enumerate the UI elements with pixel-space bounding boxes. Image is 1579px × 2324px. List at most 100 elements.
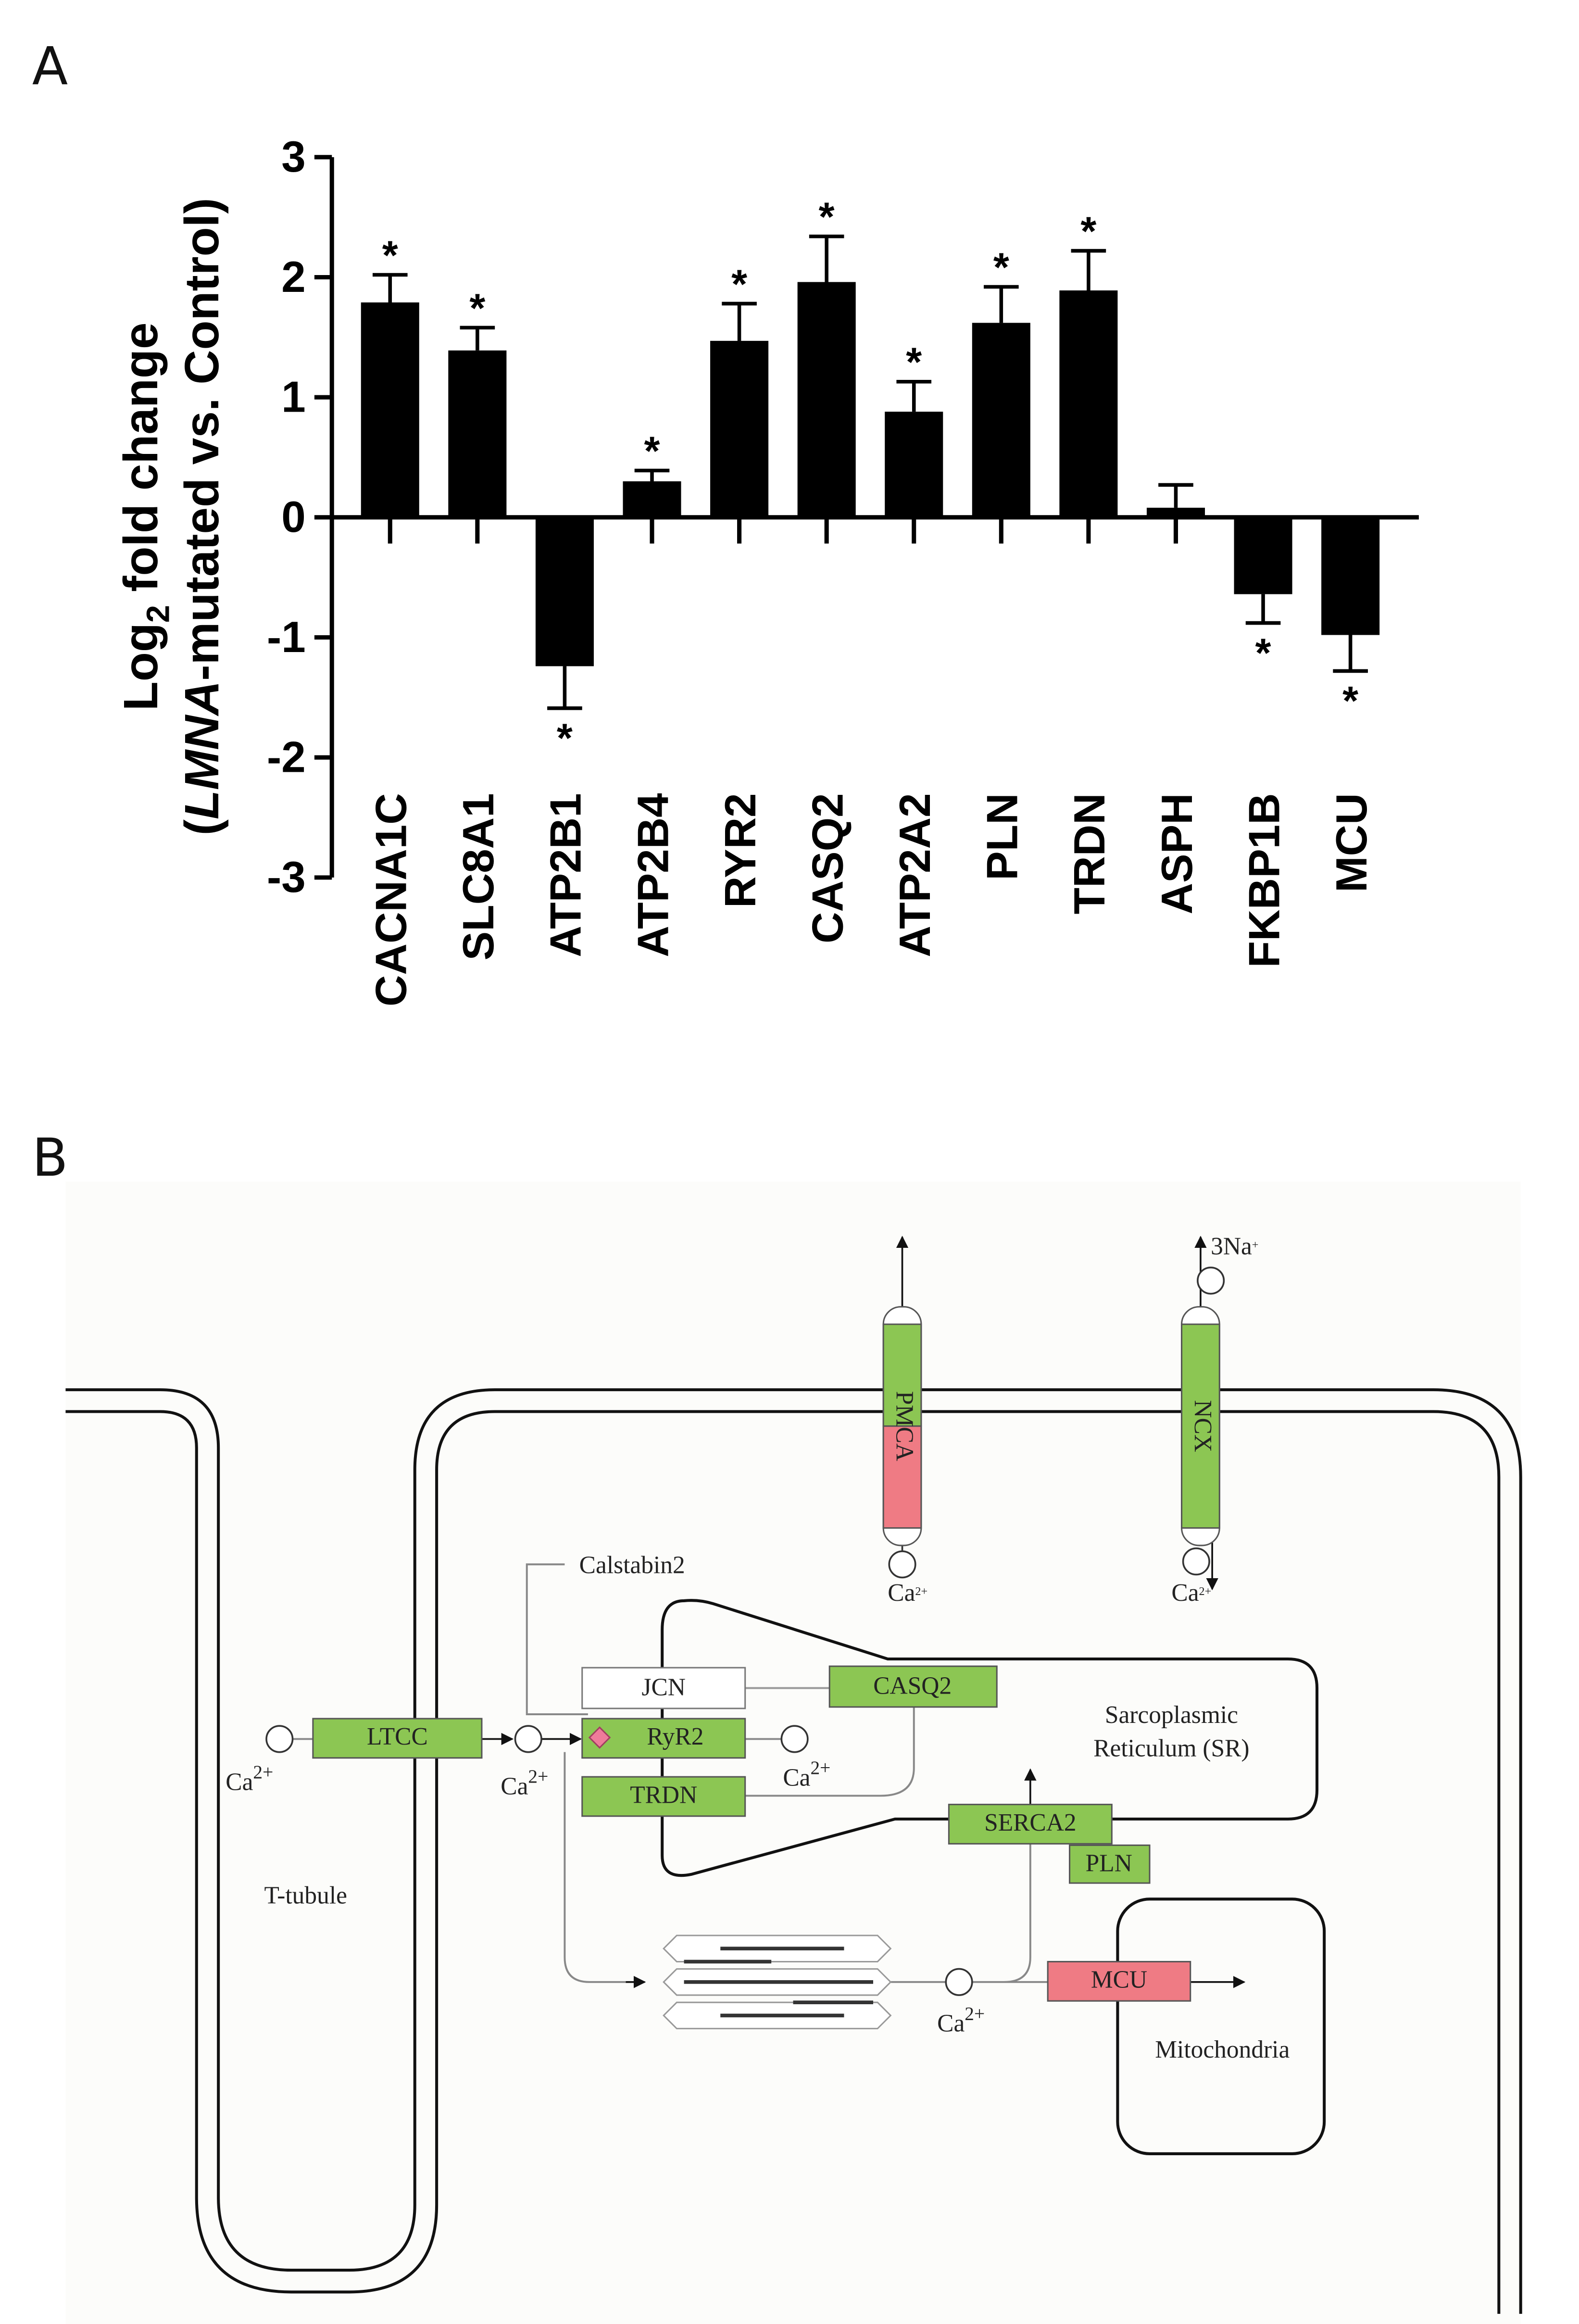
protein-label: TRDN <box>630 1781 697 1809</box>
connector <box>745 1707 915 1797</box>
y-axis-title-part: -mutated vs. Control) <box>175 198 229 680</box>
significance-mark: * <box>731 261 747 306</box>
compartment-label: T-tubule <box>264 1882 347 1909</box>
y-tick-label: -3 <box>267 853 306 902</box>
ion-base: 3Na <box>1211 1233 1252 1260</box>
ltcc <box>312 1718 483 1759</box>
protein-label: SERCA2 <box>984 1809 1077 1836</box>
protein-label: JCN <box>641 1673 685 1701</box>
compartment-label: Sarcoplasmic <box>1105 1701 1238 1729</box>
jcn <box>581 1667 746 1709</box>
y-axis-title-italic: LMNA <box>175 681 229 819</box>
x-tick-label: ASPH <box>1153 793 1202 914</box>
ion <box>780 1725 809 1753</box>
significance-mark: * <box>993 244 1009 289</box>
membrane <box>65 1410 1501 2314</box>
ion-label: Ca2+ <box>937 2003 985 2037</box>
x-tick-label: SLC8A1 <box>454 793 503 960</box>
bar <box>623 481 681 517</box>
y-tick-label: -2 <box>267 733 306 781</box>
pmca <box>882 1323 922 1427</box>
x-tick-label: FKBP1B <box>1240 793 1289 967</box>
ion-charge: 2+ <box>965 2003 985 2024</box>
bar <box>1234 517 1292 594</box>
x-tick-label: ATP2A2 <box>891 793 940 957</box>
x-tick-label: PLN <box>978 793 1027 880</box>
significance-mark: * <box>1080 208 1096 253</box>
bar <box>710 340 769 517</box>
membrane <box>65 1388 1522 2314</box>
panel-label: A <box>32 36 68 97</box>
significance-mark: * <box>906 339 922 385</box>
connector <box>526 1563 588 1715</box>
compartment-label: Reticulum (SR) <box>1093 1735 1249 1762</box>
bar <box>535 517 594 666</box>
trdn <box>581 1776 746 1817</box>
bar <box>797 282 856 517</box>
ryr2-site <box>588 1726 611 1749</box>
ion-label: 3Na+ <box>1211 1233 1258 1260</box>
compartment-label: Mitochondria <box>1155 2036 1290 2063</box>
significance-mark: * <box>1342 678 1358 723</box>
ion-charge: 2+ <box>811 1757 831 1778</box>
ion-base: Ca <box>888 1579 915 1607</box>
ion-base: Ca <box>783 1764 810 1791</box>
y-tick-label: 2 <box>281 253 305 301</box>
protein-label: RyR2 <box>647 1723 703 1750</box>
ncx <box>1181 1323 1220 1529</box>
bar <box>361 302 419 517</box>
y-axis-title: Log2 fold change <box>114 323 176 711</box>
x-tick-label: MCU <box>1328 793 1376 892</box>
bar <box>1321 517 1380 635</box>
y-axis-title-part: Log <box>114 623 168 711</box>
x-tick-label: RYR2 <box>716 793 765 908</box>
x-tick-label: CASQ2 <box>803 793 852 943</box>
myofilament <box>663 1935 892 2030</box>
ion-charge: 2+ <box>1199 1585 1212 1598</box>
protein-label: PLN <box>1086 1850 1132 1877</box>
bar <box>448 350 507 517</box>
protein-label: PMCA <box>891 1391 918 1461</box>
bar-chart: -3 -2 -1 0 1 2 3 * CACNA1C * SLC8A1 * ATP2B1 * ATP2B4 *… <box>267 133 1419 1006</box>
ion-charge: + <box>1252 1239 1259 1252</box>
significance-mark: * <box>644 427 660 473</box>
y-axis-title-part: ( <box>175 819 229 835</box>
protein-label: LTCC <box>367 1723 428 1750</box>
ion-charge: 2+ <box>253 1761 273 1783</box>
ion-charge: 2+ <box>528 1766 548 1787</box>
pln <box>1069 1844 1151 1884</box>
bar <box>885 412 943 517</box>
pmca <box>882 1425 922 1529</box>
x-tick-label: CACNA1C <box>367 793 416 1006</box>
ion-label: Ca2+ <box>501 1766 548 1800</box>
mcu <box>1047 1960 1191 2002</box>
ion-base: Ca <box>1171 1579 1199 1607</box>
ion-charge: 2+ <box>915 1585 927 1598</box>
y-tick-label: 1 <box>281 373 305 421</box>
mitochondrion <box>1116 1897 1326 2155</box>
ion-base: Ca <box>501 1772 528 1800</box>
ion <box>514 1725 542 1753</box>
ion-label: Ca2+ <box>783 1757 830 1791</box>
ion <box>945 1968 973 1996</box>
bar <box>1059 290 1118 517</box>
ion <box>1182 1547 1210 1576</box>
panel-label: B <box>32 1127 68 1188</box>
significance-mark: * <box>382 232 398 277</box>
ion <box>1197 1267 1225 1295</box>
protein-label: MCU <box>1091 1966 1147 1994</box>
y-tick-label: -1 <box>267 613 306 662</box>
sarcoplasmic-reticulum <box>661 1599 1319 1877</box>
y-axis-title: (LMNA-mutated vs. Control) <box>175 198 229 835</box>
y-axis-title-part: fold change <box>114 323 168 592</box>
x-tick-label: ATP2B4 <box>629 793 677 957</box>
protein-label: NCX <box>1189 1400 1216 1452</box>
connector <box>890 1844 1048 1983</box>
bar <box>972 323 1030 517</box>
ion-label: Ca2+ <box>888 1579 927 1607</box>
casq2 <box>828 1665 998 1708</box>
protein-label: CASQ2 <box>873 1672 952 1699</box>
bar <box>1146 507 1205 517</box>
